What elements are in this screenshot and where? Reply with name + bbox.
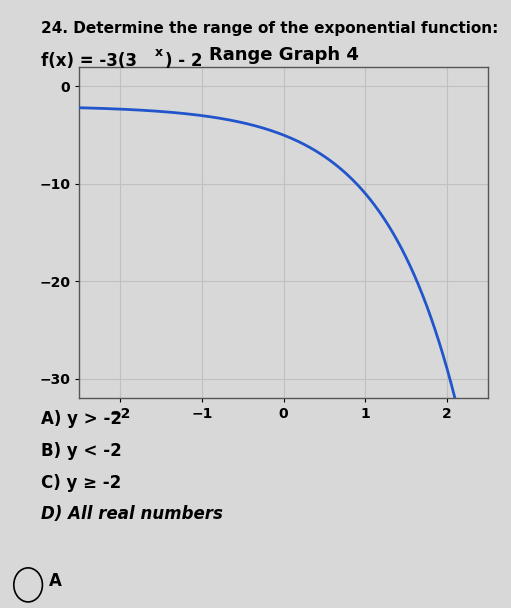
Title: Range Graph 4: Range Graph 4 bbox=[208, 46, 359, 64]
Text: A: A bbox=[49, 572, 61, 590]
Text: 24. Determine the range of the exponential function:: 24. Determine the range of the exponenti… bbox=[41, 21, 498, 36]
Text: x: x bbox=[154, 46, 162, 59]
Text: A) y > -2: A) y > -2 bbox=[41, 410, 122, 429]
Text: B) y < -2: B) y < -2 bbox=[41, 442, 122, 460]
Text: C) y ≥ -2: C) y ≥ -2 bbox=[41, 474, 121, 492]
Text: f(x) = -3(3: f(x) = -3(3 bbox=[41, 52, 137, 70]
Text: D) All real numbers: D) All real numbers bbox=[41, 505, 223, 523]
Text: ) - 2: ) - 2 bbox=[165, 52, 202, 70]
